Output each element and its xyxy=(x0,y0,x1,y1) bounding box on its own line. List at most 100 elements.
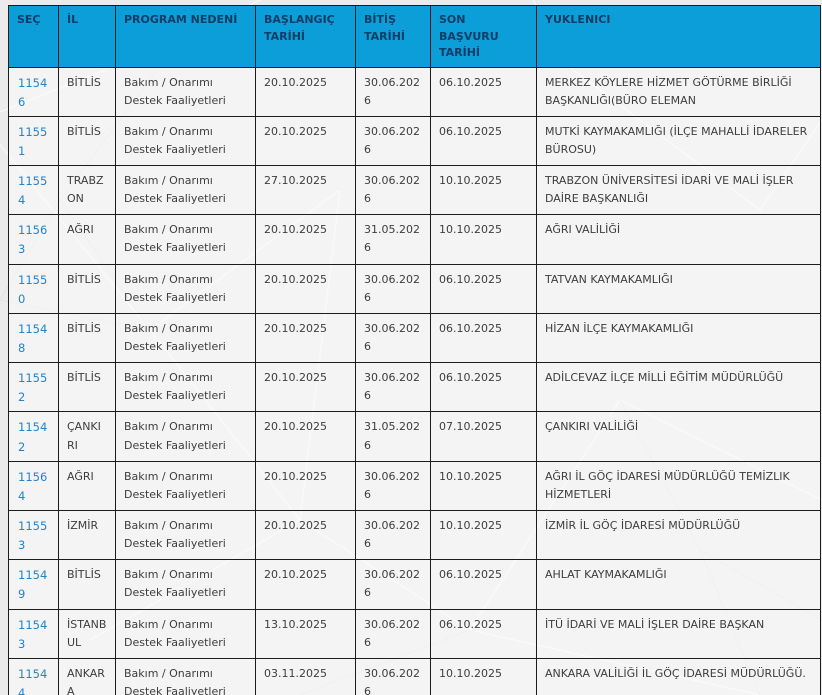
table-row: 11551 BİTLİS Bakım / Onarımı Destek Faal… xyxy=(8,115,821,167)
column-header-bitis-tarihi: BİTİŞ TARİHİ xyxy=(355,5,431,68)
program-id-link[interactable]: 11551 xyxy=(18,124,48,158)
table-row: 11542 ÇANKIRI Bakım / Onarımı Destek Faa… xyxy=(8,411,821,462)
cell-il: İZMİR xyxy=(58,510,116,561)
cell-son-basvuru-tarihi: 06.10.2025 xyxy=(430,559,537,610)
cell-yuklenici: TRABZON ÜNİVERSİTESİ İDARİ VE MALİ İŞLER… xyxy=(536,165,821,216)
cell-bitis-tarihi: 30.06.2026 xyxy=(355,559,431,610)
cell-son-basvuru-tarihi: 10.10.2025 xyxy=(430,214,537,265)
cell-bitis-tarihi: 31.05.2026 xyxy=(355,214,431,265)
cell-sec: 11544 xyxy=(8,657,59,695)
cell-yuklenici: HİZAN İLÇE KAYMAKAMLIĞI xyxy=(536,312,821,364)
cell-baslangic-tarihi: 20.10.2025 xyxy=(255,263,356,314)
cell-il: TRABZON xyxy=(58,165,116,216)
cell-son-basvuru-tarihi: 06.10.2025 xyxy=(430,608,537,659)
cell-yuklenici: İTÜ İDARİ VE MALİ İŞLER DAİRE BAŞKAN xyxy=(536,608,821,659)
cell-son-basvuru-tarihi: 10.10.2025 xyxy=(430,165,537,216)
cell-il: ÇANKIRI xyxy=(58,411,116,462)
cell-yuklenici: ADİLCEVAZ İLÇE MİLLİ EĞİTİM MÜDÜRLÜĞÜ xyxy=(536,362,821,413)
cell-baslangic-tarihi: 20.10.2025 xyxy=(255,214,356,265)
cell-il: İSTANBUL xyxy=(58,608,116,659)
cell-program-nedeni: Bakım / Onarımı Destek Faaliyetleri xyxy=(115,559,256,610)
cell-sec: 11546 xyxy=(8,66,59,117)
program-id-link[interactable]: 11543 xyxy=(18,617,48,651)
cell-baslangic-tarihi: 20.10.2025 xyxy=(255,510,356,561)
program-id-link[interactable]: 11548 xyxy=(18,321,48,356)
table-header: SEÇ İL PROGRAM NEDENİ BAŞLANGIÇ TARİHİ B… xyxy=(8,5,821,68)
cell-bitis-tarihi: 31.05.2026 xyxy=(355,411,431,462)
program-id-link[interactable]: 11563 xyxy=(18,223,48,257)
cell-sec: 11542 xyxy=(8,411,59,462)
program-id-link[interactable]: 11550 xyxy=(18,272,48,306)
cell-baslangic-tarihi: 20.10.2025 xyxy=(255,411,356,462)
cell-yuklenici: İZMİR İL GÖÇ İDARESİ MÜDÜRLÜĞÜ xyxy=(536,510,821,561)
column-header-il: İL xyxy=(58,5,116,68)
cell-program-nedeni: Bakım / Onarımı Destek Faaliyetleri xyxy=(115,165,256,216)
cell-yuklenici: ANKARA VALİLİĞİ İL GÖÇ İDARESİ MÜDÜRLÜĞÜ… xyxy=(536,657,821,695)
table-row: 11546 BİTLİS Bakım / Onarımı Destek Faal… xyxy=(8,66,821,117)
cell-sec: 11550 xyxy=(8,263,59,314)
cell-son-basvuru-tarihi: 06.10.2025 xyxy=(430,263,537,314)
cell-il: AĞRI xyxy=(58,214,116,265)
cell-program-nedeni: Bakım / Onarımı Destek Faaliyetleri xyxy=(115,263,256,314)
table-row: 11563 AĞRI Bakım / Onarımı Destek Faaliy… xyxy=(8,214,821,265)
program-id-link[interactable]: 11564 xyxy=(18,469,48,503)
cell-il: BİTLİS xyxy=(58,66,116,117)
cell-program-nedeni: Bakım / Onarımı Destek Faaliyetleri xyxy=(115,510,256,561)
program-id-link[interactable]: 11554 xyxy=(18,174,48,208)
cell-bitis-tarihi: 30.06.2026 xyxy=(355,460,431,512)
cell-program-nedeni: Bakım / Onarımı Destek Faaliyetleri xyxy=(115,657,256,695)
cell-sec: 11552 xyxy=(8,362,59,413)
cell-program-nedeni: Bakım / Onarımı Destek Faaliyetleri xyxy=(115,312,256,364)
cell-program-nedeni: Bakım / Onarımı Destek Faaliyetleri xyxy=(115,460,256,512)
table-row: 11552 BİTLİS Bakım / Onarımı Destek Faal… xyxy=(8,362,821,413)
cell-baslangic-tarihi: 27.10.2025 xyxy=(255,165,356,216)
cell-yuklenici: AĞRI VALİLİĞİ xyxy=(536,214,821,265)
cell-bitis-tarihi: 30.06.2026 xyxy=(355,66,431,117)
cell-yuklenici: AĞRI İL GÖÇ İDARESİ MÜDÜRLÜĞÜ TEMİZLIK H… xyxy=(536,460,821,512)
cell-yuklenici: ÇANKIRI VALİLİĞİ xyxy=(536,411,821,462)
cell-son-basvuru-tarihi: 06.10.2025 xyxy=(430,66,537,117)
cell-bitis-tarihi: 30.06.2026 xyxy=(355,165,431,216)
cell-il: BİTLİS xyxy=(58,115,116,167)
cell-son-basvuru-tarihi: 10.10.2025 xyxy=(430,460,537,512)
cell-il: BİTLİS xyxy=(58,559,116,610)
table-row: 11553 İZMİR Bakım / Onarımı Destek Faali… xyxy=(8,510,821,561)
table-row: 11554 TRABZON Bakım / Onarımı Destek Faa… xyxy=(8,165,821,216)
cell-sec: 11564 xyxy=(8,460,59,512)
cell-son-basvuru-tarihi: 06.10.2025 xyxy=(430,312,537,364)
program-id-link[interactable]: 11544 xyxy=(18,666,48,695)
cell-sec: 11551 xyxy=(8,115,59,167)
table-row: 11544 ANKARA Bakım / Onarımı Destek Faal… xyxy=(8,657,821,695)
program-id-link[interactable]: 11552 xyxy=(18,371,48,405)
cell-baslangic-tarihi: 20.10.2025 xyxy=(255,66,356,117)
column-header-son-basvuru-tarihi: SON BAŞVURU TARİHİ xyxy=(430,5,537,68)
cell-program-nedeni: Bakım / Onarımı Destek Faaliyetleri xyxy=(115,66,256,117)
cell-bitis-tarihi: 30.06.2026 xyxy=(355,362,431,413)
cell-il: AĞRI xyxy=(58,460,116,512)
cell-baslangic-tarihi: 20.10.2025 xyxy=(255,115,356,167)
cell-baslangic-tarihi: 13.10.2025 xyxy=(255,608,356,659)
cell-baslangic-tarihi: 20.10.2025 xyxy=(255,362,356,413)
table-row: 11564 AĞRI Bakım / Onarımı Destek Faaliy… xyxy=(8,460,821,512)
program-id-link[interactable]: 11553 xyxy=(18,519,48,553)
program-id-link[interactable]: 11546 xyxy=(18,75,48,109)
table-row: 11548 BİTLİS Bakım / Onarımı Destek Faal… xyxy=(8,312,821,364)
cell-bitis-tarihi: 30.06.2026 xyxy=(355,115,431,167)
program-id-link[interactable]: 11542 xyxy=(18,420,48,454)
program-id-link[interactable]: 11549 xyxy=(18,568,48,602)
cell-sec: 11553 xyxy=(8,510,59,561)
cell-bitis-tarihi: 30.06.2026 xyxy=(355,263,431,314)
cell-baslangic-tarihi: 20.10.2025 xyxy=(255,312,356,364)
cell-son-basvuru-tarihi: 06.10.2025 xyxy=(430,362,537,413)
cell-bitis-tarihi: 30.06.2026 xyxy=(355,657,431,695)
table-row: 11550 BİTLİS Bakım / Onarımı Destek Faal… xyxy=(8,263,821,314)
cell-sec: 11563 xyxy=(8,214,59,265)
table-row: 11549 BİTLİS Bakım / Onarımı Destek Faal… xyxy=(8,559,821,610)
cell-son-basvuru-tarihi: 10.10.2025 xyxy=(430,510,537,561)
cell-yuklenici: MERKEZ KÖYLERE HİZMET GÖTÜRME BİRLİĞİ BA… xyxy=(536,66,821,117)
cell-program-nedeni: Bakım / Onarımı Destek Faaliyetleri xyxy=(115,214,256,265)
cell-son-basvuru-tarihi: 07.10.2025 xyxy=(430,411,537,462)
column-header-sec: SEÇ xyxy=(8,5,59,68)
cell-program-nedeni: Bakım / Onarımı Destek Faaliyetleri xyxy=(115,362,256,413)
